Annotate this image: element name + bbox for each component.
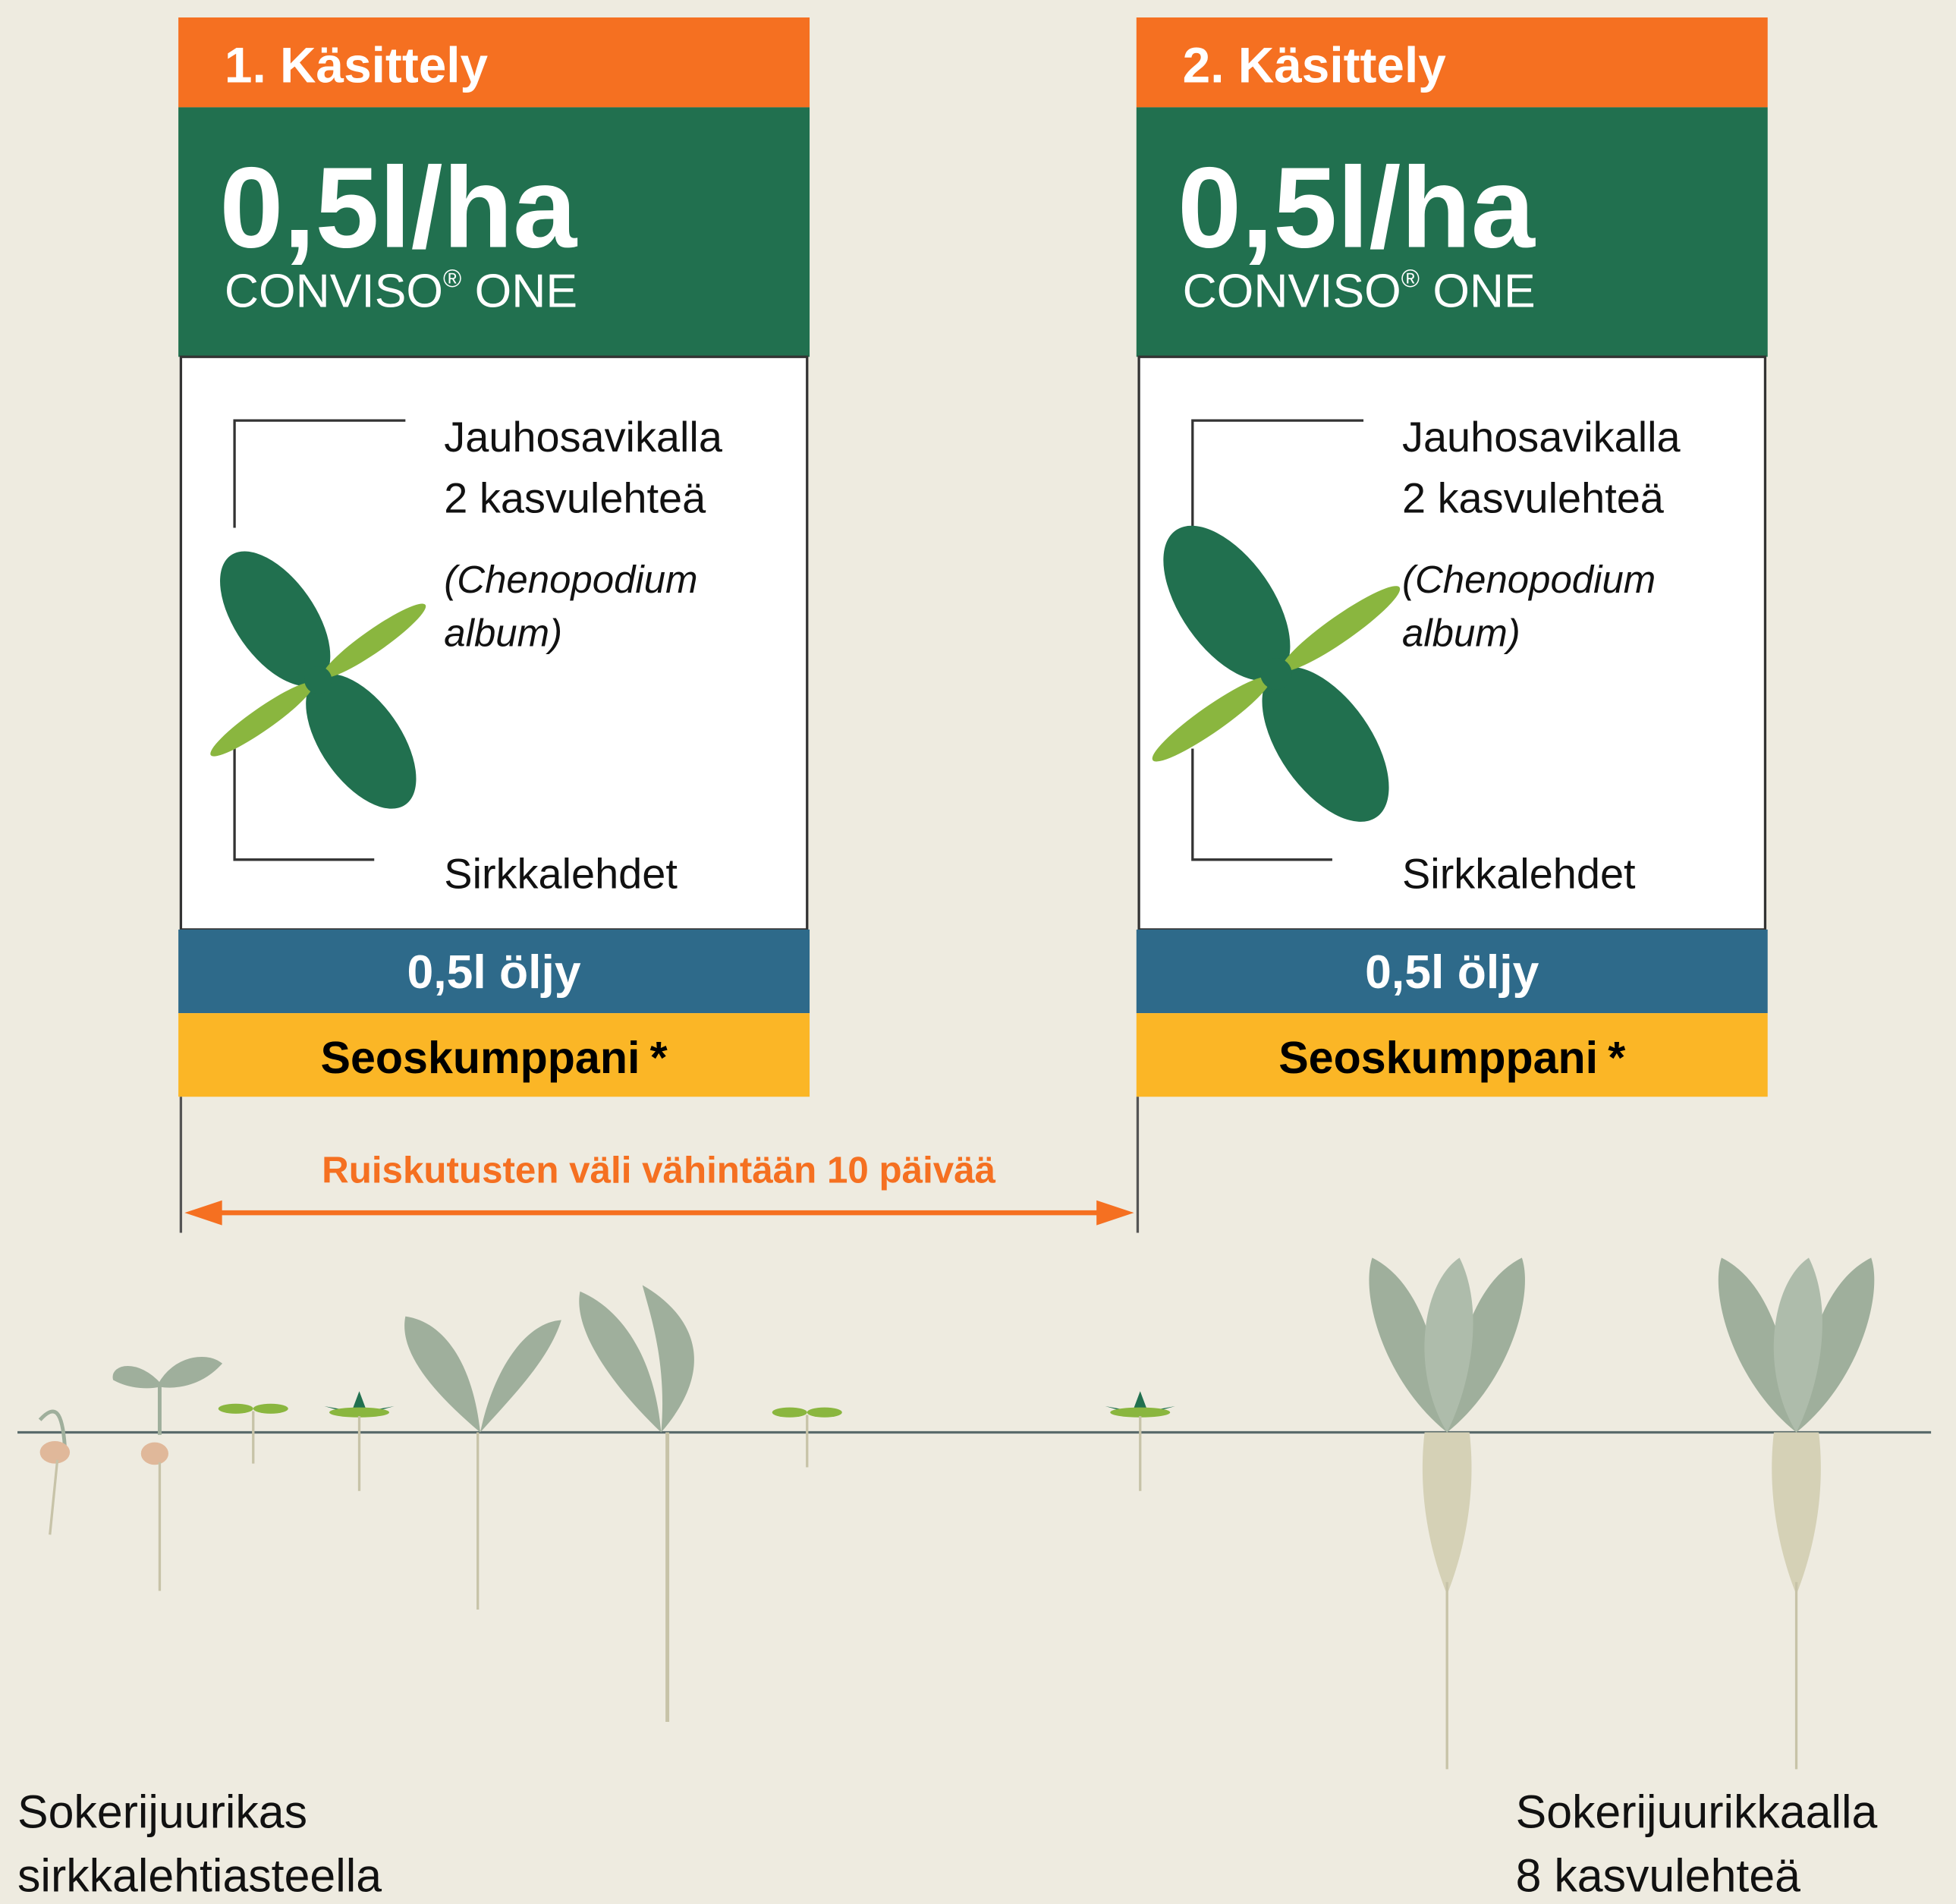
caption-right: Sokerijuurikkaalla — [1516, 1786, 1878, 1838]
partner-note: * — [650, 1032, 668, 1083]
panel: 2. Käsittely 0,5l/ha CONVISO® ONE Jauhos… — [1137, 17, 1768, 1097]
latin-name: (Chenopodium — [1402, 558, 1656, 601]
caption-left: Sokerijuurikas — [17, 1786, 307, 1838]
partner-text: Seoskumppani — [321, 1032, 640, 1083]
bottom-label: Sirkkalehdet — [444, 850, 678, 898]
partner: Seoskumppani* — [321, 1032, 668, 1083]
latin-name: (Chenopodium — [444, 558, 697, 601]
panel-header: 2. Käsittely — [1183, 37, 1447, 93]
product: CONVISO® ONE — [225, 264, 577, 317]
dose: 0,5l/ha — [1178, 144, 1536, 272]
oil: 0,5l öljy — [1365, 946, 1539, 999]
growth-label: 2 kasvulehteä — [444, 474, 706, 522]
partner-text: Seoskumppani — [1278, 1032, 1598, 1083]
product-mark: ® — [1401, 264, 1420, 292]
bottom-label: Sirkkalehdet — [1402, 850, 1636, 898]
dose: 0,5l/ha — [219, 144, 578, 272]
product-suffix: ONE — [461, 264, 577, 317]
product-suffix: ONE — [1420, 264, 1536, 317]
latin-name: album) — [444, 612, 562, 655]
interval-label: Ruiskutusten väli vähintään 10 päivää — [322, 1150, 996, 1191]
product-name: CONVISO — [225, 264, 443, 317]
partner-note: * — [1608, 1032, 1625, 1083]
product-name: CONVISO — [1183, 264, 1401, 317]
latin-name: album) — [1402, 612, 1520, 655]
oil: 0,5l öljy — [407, 946, 580, 999]
caption-left: sirkkalehtiasteella — [17, 1850, 382, 1902]
growth-label: Jauhosavikalla — [1402, 413, 1681, 461]
product-mark: ® — [443, 264, 461, 292]
page: 1. Käsittely 0,5l/ha CONVISO® ONE Jauhos… — [0, 0, 1956, 1904]
partner: Seoskumppani* — [1278, 1032, 1625, 1083]
caption-right: 8 kasvulehteä — [1516, 1850, 1801, 1902]
panel: 1. Käsittely 0,5l/ha CONVISO® ONE Jauhos… — [178, 17, 810, 1097]
growth-label: Jauhosavikalla — [444, 413, 723, 461]
product: CONVISO® ONE — [1183, 264, 1536, 317]
growth-label: 2 kasvulehteä — [1402, 474, 1665, 522]
panel-header: 1. Käsittely — [225, 37, 489, 93]
infographic: 1. Käsittely 0,5l/ha CONVISO® ONE Jauhos… — [0, 0, 1956, 1904]
